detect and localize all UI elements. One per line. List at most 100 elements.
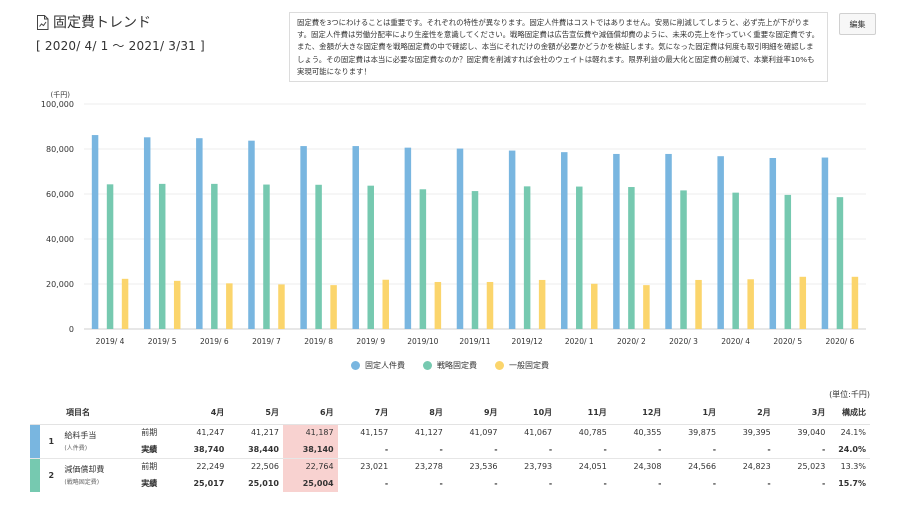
- cell-actual-value: -: [548, 444, 553, 454]
- table-row[interactable]: 1 給料手当 (人件費) 前期 41,247 41,217 41,187 41,157 41,1…: [30, 423, 870, 458]
- item-category: (戦略固定費): [64, 479, 100, 487]
- cell-prev-value: 39,395: [720, 423, 775, 441]
- table-row[interactable]: 2 減価償却費 (戦略固定費) 前期 22,249 22,506 22,764 23,021 2…: [30, 457, 870, 492]
- x-tick-label: 2020/ 5: [773, 337, 802, 346]
- cell-actual-value: -: [494, 479, 498, 488]
- y-tick-label: 80,000: [46, 145, 74, 154]
- cell-prev-value: 41,097: [446, 423, 502, 441]
- x-tick-label: 2019/ 9: [356, 337, 385, 346]
- bar-general: [695, 279, 702, 329]
- cell-prev-value: 41,187: [282, 423, 338, 441]
- y-tick-label: 100,000: [41, 100, 74, 109]
- bar-strategic: [628, 187, 635, 329]
- cell-prev-value: 22,506: [228, 457, 283, 475]
- bar-personnel: [561, 152, 568, 329]
- bar-strategic: [419, 189, 427, 329]
- header-month: 3月: [774, 402, 830, 425]
- item-category: (人件費): [64, 445, 88, 452]
- header-month: 1月: [665, 402, 721, 425]
- chart-document-icon: [37, 14, 49, 30]
- cell-actual-value: 38,440: [248, 444, 279, 454]
- cell-actual-value: -: [712, 479, 717, 488]
- bar-general: [330, 285, 337, 329]
- table-row[interactable]: 実績 25,017 25,010 25,004 - - - - - - - - - 15.7%: [30, 475, 870, 492]
- cell-actual-value: 38,140: [282, 441, 338, 458]
- header-month: 10月: [501, 402, 557, 425]
- header-month: 9月: [446, 402, 502, 425]
- legend-label-general: 一般固定費: [509, 361, 549, 370]
- item-name: 給料手当: [64, 431, 97, 440]
- period-range: [ 2020/ 4/ 1 ～ 2021/ 3/31 ]: [36, 39, 205, 53]
- bar-general: [486, 281, 494, 329]
- bar-personnel: [404, 147, 412, 329]
- bar-strategic: [732, 192, 739, 329]
- bar-personnel: [248, 140, 255, 329]
- row-item-name[interactable]: 給料手当 (人件費): [62, 423, 136, 458]
- legend-label-personnel: 固定人件費: [365, 361, 405, 370]
- bar-personnel: [508, 150, 516, 329]
- cell-actual-ratio: 15.7%: [838, 479, 866, 488]
- cell-prev-ratio: 24.1%: [829, 423, 870, 441]
- x-tick-label: 2020/ 1: [565, 337, 594, 346]
- bar-strategic: [315, 184, 322, 329]
- legend-label-strategic: 戦略固定費: [437, 361, 477, 370]
- bar-personnel: [300, 146, 307, 329]
- cell-actual-value: -: [767, 444, 771, 454]
- cell-prev-value: 41,127: [392, 423, 447, 441]
- chart-legend: 固定人件費 戦略固定費 一般固定費: [0, 360, 900, 371]
- category-color-bar: [30, 423, 41, 458]
- x-tick-label: 2019/10: [407, 337, 438, 346]
- cell-actual-value: -: [439, 479, 443, 488]
- cell-prev-value: 40,355: [610, 423, 666, 441]
- bar-general: [591, 283, 598, 329]
- x-tick-label: 2020/ 2: [617, 337, 646, 346]
- bar-personnel: [352, 146, 359, 329]
- bar-general: [538, 279, 546, 329]
- x-tick-label: 2019/ 4: [96, 337, 125, 346]
- cost-table: 項目名 4月 5月 6月 7月 8月 9月 10月 11月 12月 1月 2月 …: [30, 402, 870, 492]
- x-tick-label: 2019/ 6: [200, 337, 229, 346]
- legend-item-personnel[interactable]: 固定人件費: [351, 360, 405, 371]
- cell-actual-value: -: [494, 444, 498, 454]
- cell-prev-value: 22,764: [282, 457, 338, 475]
- bar-general: [121, 278, 129, 329]
- y-tick-label: 0: [69, 325, 74, 334]
- bar-general: [747, 279, 754, 329]
- header-month: 2月: [720, 402, 775, 425]
- legend-swatch-strategic: [423, 361, 432, 370]
- y-axis-label: (千円): [51, 90, 71, 99]
- bar-personnel: [91, 135, 99, 329]
- cell-prev-value: 24,566: [665, 457, 721, 475]
- x-tick-label: 2019/11: [459, 337, 490, 346]
- row-item-name[interactable]: 減価償却費 (戦略固定費): [62, 457, 136, 492]
- legend-item-strategic[interactable]: 戦略固定費: [423, 360, 477, 371]
- page-title: 固定費トレンド: [53, 15, 151, 31]
- cell-prev-value: 39,040: [774, 423, 830, 441]
- cell-actual-value: -: [384, 444, 389, 454]
- cell-prev-ratio: 13.3%: [829, 457, 870, 475]
- bar-personnel: [196, 138, 203, 329]
- cell-prev-value: 23,021: [337, 457, 393, 475]
- cost-table-wrap: 項目名 4月 5月 6月 7月 8月 9月 10月 11月 12月 1月 2月 …: [30, 402, 870, 492]
- cell-actual-value: -: [658, 479, 662, 488]
- bar-strategic: [784, 194, 792, 329]
- cell-actual-value: -: [822, 444, 826, 454]
- cell-actual-value: -: [767, 479, 771, 488]
- table-row[interactable]: 実績 38,740 38,440 38,140 - - - - - - - - - 24.0%: [30, 441, 870, 458]
- title-block: 固定費トレンド [ 2020/ 4/ 1 ～ 2021/ 3/31 ]: [36, 12, 205, 54]
- cell-actual-value: 25,010: [248, 479, 279, 488]
- bar-general: [382, 279, 389, 329]
- x-tick-label: 2020/ 4: [721, 337, 750, 346]
- cell-actual-value: -: [384, 479, 389, 488]
- legend-item-general[interactable]: 一般固定費: [495, 360, 549, 371]
- bar-personnel: [665, 153, 672, 329]
- header-ratio: 構成比: [829, 402, 870, 425]
- y-tick-label: 40,000: [46, 235, 74, 244]
- table-header-row: 項目名 4月 5月 6月 7月 8月 9月 10月 11月 12月 1月 2月 …: [30, 402, 870, 425]
- cell-actual-ratio: 24.0%: [838, 444, 866, 454]
- cell-actual-value: -: [439, 444, 443, 454]
- bar-strategic: [367, 185, 374, 329]
- edit-button[interactable]: 編集: [839, 13, 876, 35]
- bar-general: [643, 285, 650, 329]
- header-month: 5月: [228, 402, 283, 425]
